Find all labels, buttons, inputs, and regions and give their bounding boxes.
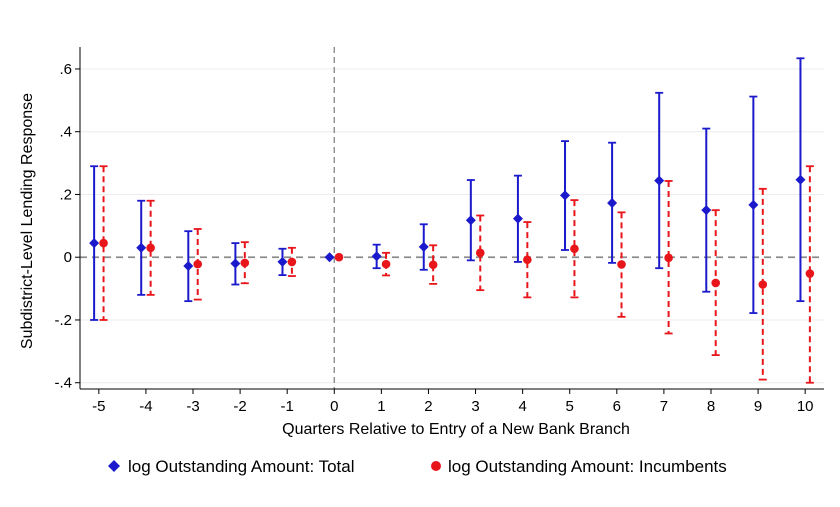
point-estimate-circle xyxy=(758,280,768,289)
x-tick-label: -5 xyxy=(92,398,105,415)
y-tick-label: .2 xyxy=(59,186,72,203)
point-estimate-diamond xyxy=(183,261,194,272)
legend-item-total: log Outstanding Amount: Total xyxy=(108,457,355,476)
x-tick-label: -2 xyxy=(233,398,246,415)
point-estimate-circle xyxy=(193,259,203,269)
point-estimate-diamond xyxy=(418,241,429,252)
point-estimate-diamond xyxy=(654,175,665,186)
y-axis-label: Subdistrict-Level Lending Response xyxy=(19,93,36,349)
x-axis-label: Quarters Relative to Entry of a New Bank… xyxy=(282,421,630,438)
point-estimate-diamond xyxy=(795,174,806,185)
x-tick-label: -3 xyxy=(186,398,199,415)
x-tick-label: 1 xyxy=(377,398,385,415)
point-estimate-diamond xyxy=(607,197,618,208)
x-tick-label: 8 xyxy=(707,398,715,415)
series-incumbents xyxy=(99,165,815,384)
point-estimate-circle xyxy=(334,252,344,262)
point-estimate-diamond xyxy=(136,242,147,253)
point-estimate-diamond xyxy=(371,251,382,262)
legend-item-incumbents: log Outstanding Amount: Incumbents xyxy=(431,457,727,476)
point-estimate-circle xyxy=(475,248,485,258)
point-estimate-circle xyxy=(428,260,438,270)
x-tick-label: 9 xyxy=(754,398,762,415)
point-estimate-circle xyxy=(805,269,815,278)
x-tick-label: 4 xyxy=(518,398,526,415)
legend-diamond-marker-icon xyxy=(108,460,120,472)
series-total xyxy=(89,57,806,321)
x-tick-label: 3 xyxy=(471,398,479,415)
y-tick-label: 0 xyxy=(64,249,72,266)
y-tick-label: -.4 xyxy=(54,375,72,392)
legend: log Outstanding Amount: Total log Outsta… xyxy=(108,457,727,476)
x-tick-label: -4 xyxy=(139,398,152,415)
point-estimate-diamond xyxy=(560,190,571,201)
point-estimate-circle xyxy=(99,238,108,248)
point-estimate-diamond xyxy=(277,256,288,267)
point-estimate-circle xyxy=(523,255,532,265)
legend-label-incumbents: log Outstanding Amount: Incumbents xyxy=(448,457,727,476)
y-tick-label: -.2 xyxy=(54,312,72,329)
legend-circle-marker-icon xyxy=(431,461,441,471)
point-estimate-diamond xyxy=(748,199,759,210)
point-estimate-diamond xyxy=(324,252,335,263)
x-tick-label: -1 xyxy=(281,398,294,415)
plot-area xyxy=(89,57,815,384)
point-estimate-diamond xyxy=(230,258,241,269)
y-tick-label: .4 xyxy=(59,124,72,141)
point-estimate-circle xyxy=(287,257,297,267)
point-estimate-circle xyxy=(381,259,391,269)
point-estimate-diamond xyxy=(701,205,712,216)
x-tick-label: 0 xyxy=(330,398,338,415)
point-estimate-circle xyxy=(711,278,720,288)
point-estimate-diamond xyxy=(512,213,523,224)
axes: -.4 -.2 0 .2 .4 .6 -5 -4 -3 -2 -1 0 1 2 3 4 5 6 7 8 9 10 xyxy=(54,47,824,415)
y-tick-label: .6 xyxy=(59,61,72,78)
x-tick-label: 6 xyxy=(613,398,621,415)
point-estimate-circle xyxy=(664,253,673,263)
point-estimate-diamond xyxy=(89,238,100,249)
x-tick-label: 5 xyxy=(566,398,574,415)
point-estimate-circle xyxy=(617,260,626,269)
reference-lines xyxy=(80,47,824,389)
point-estimate-circle xyxy=(146,243,155,253)
point-estimate-diamond xyxy=(465,215,476,226)
point-estimate-circle xyxy=(570,244,579,254)
point-estimate-circle xyxy=(240,258,250,268)
legend-label-total: log Outstanding Amount: Total xyxy=(128,457,355,476)
grid-lines xyxy=(80,68,824,384)
x-tick-label: 2 xyxy=(424,398,432,415)
x-tick-label: 7 xyxy=(660,398,668,415)
x-tick-label: 10 xyxy=(797,398,814,415)
